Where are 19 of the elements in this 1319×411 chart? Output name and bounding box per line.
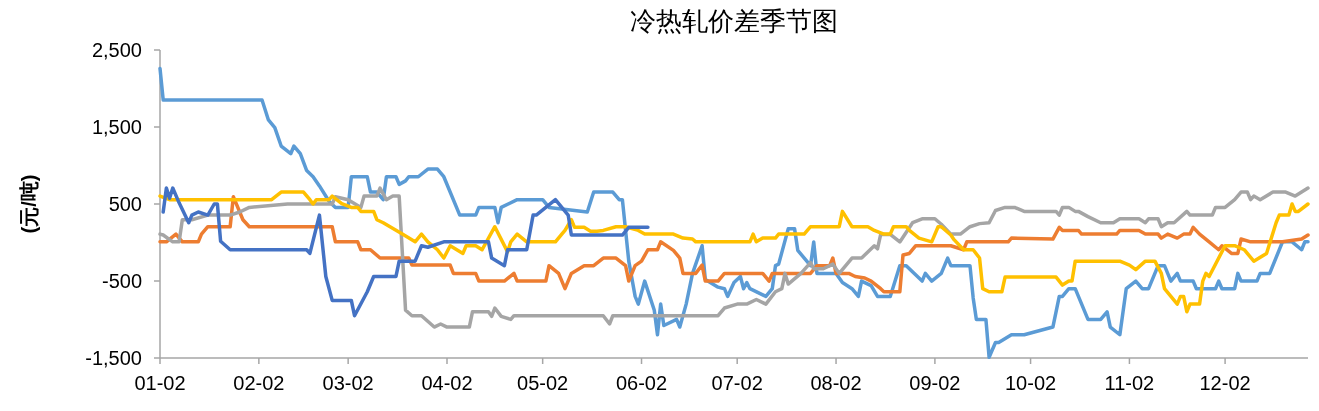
x-tick-label: 09-02 <box>909 372 961 394</box>
x-tick-label: 05-02 <box>517 372 569 394</box>
y-tick-label: 2,500 <box>91 39 142 61</box>
y-tick-label: 500 <box>108 193 142 215</box>
y-tick-label: -1,500 <box>85 347 142 369</box>
x-tick-label: 01-02 <box>134 372 186 394</box>
x-tick-label: 08-02 <box>810 372 862 394</box>
y-axis-title: (元/吨) <box>18 174 40 234</box>
y-tick-label: 1,500 <box>91 116 142 138</box>
y-tick-label: -500 <box>101 270 142 292</box>
x-tick-label: 11-02 <box>1104 372 1155 394</box>
x-tick-label: 07-02 <box>711 372 763 394</box>
x-tick-label: 03-02 <box>322 372 374 394</box>
x-tick-label: 06-02 <box>615 372 668 394</box>
x-tick-label: 04-02 <box>421 372 473 394</box>
x-tick-label: 02-02 <box>233 372 285 394</box>
x-tick-label: 10-02 <box>1004 372 1057 394</box>
x-tick-label: 12-02 <box>1199 372 1251 394</box>
chart-title: 冷热轧价差季节图 <box>630 6 838 36</box>
